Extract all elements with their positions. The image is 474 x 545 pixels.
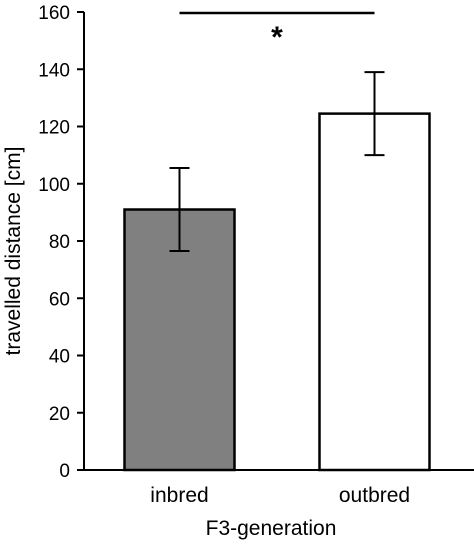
y-tick-label: 60 bbox=[49, 289, 70, 310]
bar-inbred bbox=[123, 208, 236, 472]
y-tick-label: 0 bbox=[59, 461, 70, 482]
axes bbox=[83, 12, 474, 471]
x-tick-label-outbred: outbred bbox=[339, 484, 410, 507]
bars bbox=[123, 112, 431, 472]
bar-outbred bbox=[318, 112, 431, 472]
y-tick-label: 40 bbox=[49, 347, 70, 368]
y-tick-label: 140 bbox=[38, 60, 70, 81]
significance-star: * bbox=[271, 21, 283, 54]
y-axis-title: travelled distance [cm] bbox=[2, 147, 25, 356]
y-tick-label: 100 bbox=[38, 175, 70, 196]
x-axis-title: F3-generation bbox=[206, 517, 337, 540]
y-tick-label: 120 bbox=[38, 118, 70, 139]
x-tick-label-inbred: inbred bbox=[150, 484, 208, 507]
y-tick-label: 160 bbox=[38, 3, 70, 24]
x-axis-labels: inbred outbred bbox=[150, 484, 410, 507]
error-bars bbox=[169, 71, 385, 253]
y-axis-ticks: 0 20 40 60 80 100 120 140 160 bbox=[38, 3, 84, 482]
y-tick-label: 20 bbox=[49, 404, 70, 425]
y-tick-label: 80 bbox=[49, 232, 70, 253]
significance-annotation: * bbox=[179, 11, 375, 54]
